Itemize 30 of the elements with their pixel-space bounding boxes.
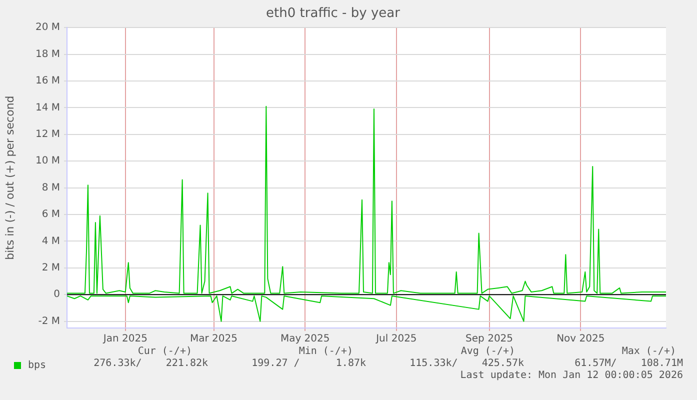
x-tick-label: Mar 2025	[190, 334, 238, 345]
y-tick-label: 8 M	[42, 182, 60, 194]
text: Last update: Mon Jan 12 00:00:05 2026	[460, 370, 683, 382]
y-tick-label: 10 M	[35, 156, 60, 167]
y-tick-label: 18 M	[35, 48, 60, 60]
y-tick-label: 20 M	[35, 22, 60, 34]
text: Avg (-/+)	[460, 346, 515, 358]
legend-label: bps	[28, 360, 46, 371]
y-tick-label: 16 M	[35, 76, 60, 87]
text: Min (-/+)	[298, 346, 353, 358]
x-tick-label: Jan 2025	[102, 334, 148, 345]
y-tick-label: 12 M	[35, 129, 60, 140]
y-axis-title: bits in (-) / out (+) per second	[3, 96, 16, 260]
x-tick-label: Jul 2025	[375, 334, 417, 345]
text: 61.57M/ 108.71M	[574, 358, 683, 370]
text: 276.33k/ 221.82k	[94, 358, 208, 370]
y-tick-label: -2 M	[38, 316, 60, 327]
y-tick-label: 0	[54, 289, 60, 300]
y-tick-label: 6 M	[42, 209, 60, 220]
text: 199.27 / 1.87k	[252, 358, 366, 370]
x-tick-label: May 2025	[280, 334, 330, 345]
x-tick-label: Nov 2025	[556, 334, 605, 345]
y-tick-label: 2 M	[42, 262, 60, 274]
y-tick-label: 4 M	[42, 236, 60, 247]
text: Max (-/+)	[622, 346, 676, 358]
y-tick-label: 14 M	[35, 102, 60, 114]
text: Cur (-/+)	[138, 346, 192, 358]
text: 115.33k/ 425.57k	[410, 358, 524, 370]
x-tick-label: Sep 2025	[466, 334, 514, 345]
chart-title: eth0 traffic - by year	[266, 6, 401, 22]
